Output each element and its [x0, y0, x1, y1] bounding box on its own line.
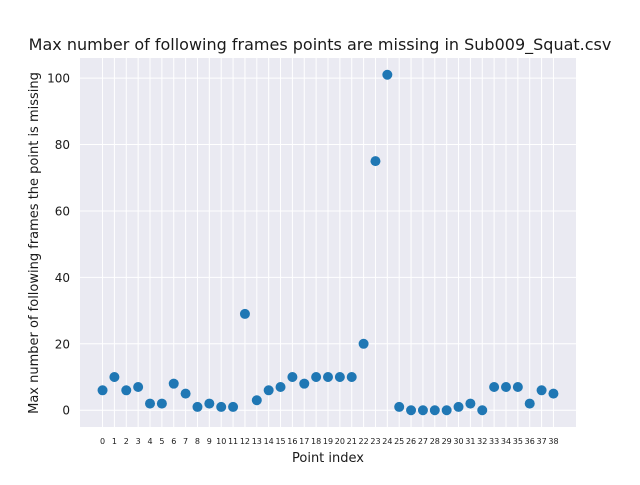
- data-point: [406, 405, 417, 416]
- y-tick-label: 20: [55, 337, 70, 351]
- y-tick-label: 80: [55, 138, 70, 152]
- data-point: [441, 405, 452, 416]
- data-point: [204, 398, 215, 409]
- data-point: [370, 156, 381, 167]
- x-tick-label: 3: [136, 437, 141, 446]
- data-point: [512, 381, 523, 392]
- x-tick-label: 37: [536, 437, 546, 446]
- data-point: [429, 405, 440, 416]
- data-point: [97, 385, 108, 396]
- data-point: [239, 308, 250, 319]
- x-tick-label: 19: [323, 437, 333, 446]
- data-point: [263, 385, 274, 396]
- data-point: [275, 381, 286, 392]
- data-point: [323, 372, 333, 383]
- x-tick-label: 18: [311, 437, 321, 446]
- data-point: [133, 381, 144, 392]
- x-axis-label: Point index: [292, 451, 364, 466]
- x-tick-label: 24: [382, 437, 392, 446]
- x-tick-label: 12: [240, 437, 250, 446]
- data-point: [346, 372, 357, 383]
- data-point: [453, 401, 464, 412]
- data-point: [382, 69, 393, 80]
- y-axis-label: Max number of following frames the point…: [27, 72, 42, 414]
- data-point: [524, 398, 535, 409]
- y-tick-label: 0: [62, 404, 70, 418]
- x-tick-label: 30: [453, 437, 463, 446]
- data-point: [251, 395, 262, 406]
- gridlines: [80, 58, 576, 427]
- data-point: [465, 398, 476, 409]
- data-point: [477, 405, 488, 416]
- data-point: [394, 401, 405, 412]
- x-tick-label: 10: [216, 437, 226, 446]
- data-point: [334, 372, 345, 383]
- x-tick-label: 9: [207, 437, 212, 446]
- data-point: [156, 398, 167, 409]
- x-tick-label: 1: [112, 437, 117, 446]
- x-tick-label: 22: [359, 437, 369, 446]
- data-point: [489, 381, 500, 392]
- x-tick-label: 33: [489, 437, 499, 446]
- data-point: [287, 372, 298, 383]
- data-point: [145, 398, 156, 409]
- x-tick-label: 21: [347, 437, 357, 446]
- data-points: [97, 69, 559, 416]
- data-point: [299, 378, 310, 389]
- x-tick-label: 2: [124, 437, 129, 446]
- y-tick-label: 100: [47, 72, 70, 86]
- chart-title: Max number of following frames points ar…: [29, 35, 612, 55]
- x-tick-label: 13: [252, 437, 262, 446]
- x-tick-label: 36: [525, 437, 535, 446]
- x-tick-label: 4: [147, 437, 152, 446]
- x-tick-label: 0: [100, 437, 105, 446]
- x-tick-label: 27: [418, 437, 428, 446]
- data-point: [121, 385, 132, 396]
- x-tick-label: 17: [299, 437, 309, 446]
- data-point: [536, 385, 547, 396]
- x-tick-label: 14: [264, 437, 274, 446]
- x-tick-label: 6: [171, 437, 176, 446]
- data-point: [109, 372, 120, 383]
- data-point: [500, 381, 511, 392]
- data-point: [180, 388, 191, 399]
- data-point: [548, 388, 559, 399]
- x-tick-label: 35: [513, 437, 523, 446]
- data-point: [216, 401, 227, 412]
- x-tick-label: 29: [442, 437, 452, 446]
- y-tick-label: 60: [55, 204, 70, 218]
- data-point: [358, 338, 369, 349]
- x-tick-label: 8: [195, 437, 200, 446]
- data-point: [417, 405, 428, 416]
- x-tick-label: 32: [477, 437, 487, 446]
- x-tick-label: 38: [548, 437, 558, 446]
- x-tick-label: 34: [501, 437, 511, 446]
- x-tick-label: 26: [406, 437, 416, 446]
- x-tick-label: 7: [183, 437, 188, 446]
- x-tick-label: 23: [370, 437, 380, 446]
- x-tick-label: 31: [465, 437, 475, 446]
- x-tick-labels: 0 1 2 3 4 5 6 7 8 9 10 11 12 13 14 15 16 17 18 19 20 21 22 23 24…: [100, 437, 559, 446]
- data-point: [228, 401, 239, 412]
- x-tick-label: 25: [394, 437, 404, 446]
- x-tick-label: 20: [335, 437, 345, 446]
- data-point: [311, 372, 322, 383]
- data-point: [192, 401, 203, 412]
- x-tick-label: 5: [159, 437, 164, 446]
- x-tick-label: 11: [228, 437, 238, 446]
- y-tick-label: 40: [55, 271, 70, 285]
- data-point: [168, 378, 179, 389]
- x-tick-label: 16: [287, 437, 297, 446]
- x-tick-label: 15: [275, 437, 285, 446]
- x-tick-label: 28: [430, 437, 440, 446]
- y-tick-labels: 0 20 40 60 80 100: [47, 72, 70, 418]
